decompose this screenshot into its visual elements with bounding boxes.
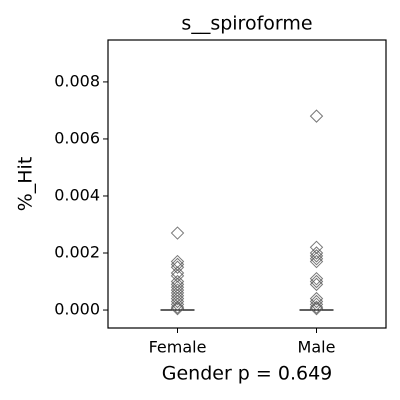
flier <box>170 301 185 316</box>
flier <box>309 291 324 306</box>
flier <box>170 300 185 314</box>
flier <box>309 249 324 263</box>
flier <box>309 254 324 269</box>
flier <box>309 301 324 316</box>
flier <box>309 274 324 289</box>
y-tick-label: 0.006 <box>54 128 100 147</box>
flier <box>309 109 324 123</box>
flier <box>309 277 324 292</box>
flier <box>309 300 324 314</box>
flier <box>170 294 185 309</box>
flier <box>309 294 324 309</box>
x-tick-label: Male <box>298 338 336 357</box>
plot-frame <box>107 39 387 329</box>
y-tick-label: 0.008 <box>54 71 100 90</box>
y-tick-label: 0.004 <box>54 185 100 204</box>
flier <box>309 271 324 286</box>
flier <box>170 297 185 312</box>
flier <box>309 246 324 260</box>
y-axis-label: %_Hit <box>15 157 37 212</box>
x-tick-label: Female <box>149 338 207 357</box>
y-tick-label: 0.000 <box>54 300 100 319</box>
x-axis-label: Gender p = 0.649 <box>162 363 333 385</box>
flier <box>170 260 185 274</box>
y-tick-label: 0.002 <box>54 243 100 262</box>
flier <box>309 297 324 312</box>
chart-title: s__spiroforme <box>181 13 312 35</box>
flier <box>309 252 324 266</box>
flier <box>170 226 185 240</box>
flier <box>170 291 185 306</box>
